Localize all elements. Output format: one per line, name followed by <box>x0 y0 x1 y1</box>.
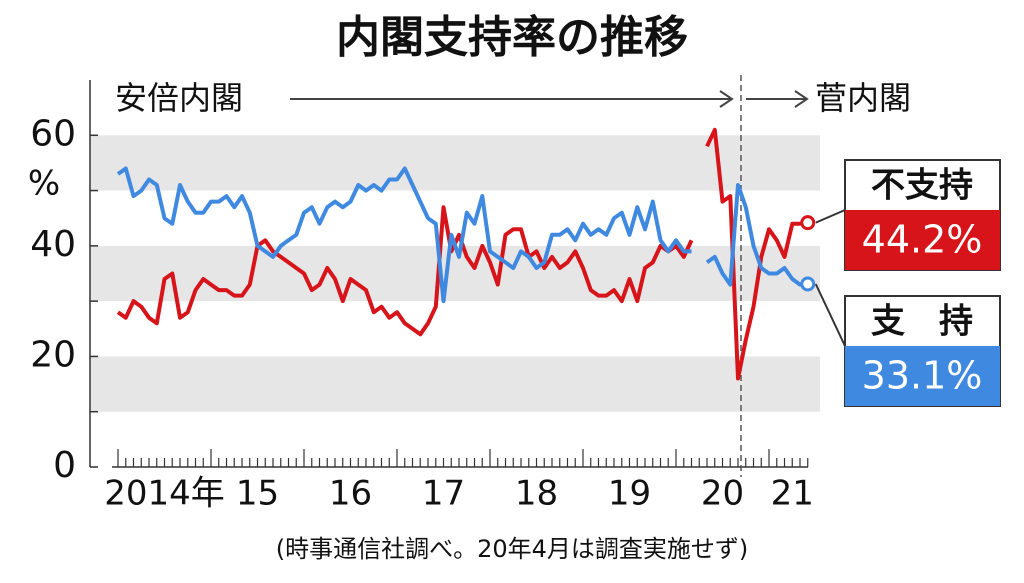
x-tick-label: 21 <box>771 474 814 514</box>
chart-title: 内閣支持率の推移 <box>336 12 688 63</box>
x-tick-label: 19 <box>608 474 651 514</box>
y-tick-label: 0 <box>53 445 76 486</box>
era-label: 安倍内閣 <box>115 79 243 117</box>
x-tick-label: 18 <box>515 474 558 514</box>
grid-band <box>90 356 820 412</box>
legend-value-box <box>845 210 1000 270</box>
era-label: 菅内閣 <box>815 79 911 117</box>
x-tick-label: 17 <box>422 474 465 514</box>
arrow-head <box>794 90 809 108</box>
y-unit: % <box>28 164 60 204</box>
y-tick-label: 20 <box>30 334 76 375</box>
leader <box>815 209 846 224</box>
grid-band <box>90 135 820 191</box>
legend-label: 不支持 <box>871 166 973 206</box>
x-tick-label: 2014年 <box>104 474 225 514</box>
legend-value-box <box>845 346 1000 406</box>
value-label: 33.1% <box>862 354 983 398</box>
x-tick-label: 20 <box>701 474 744 514</box>
note: (時事通信社調べ。20年4月は調査実施せず) <box>276 535 749 563</box>
leader <box>814 283 846 347</box>
legend-label: 支 持 <box>871 302 973 342</box>
value-label: 44.2% <box>862 218 983 262</box>
x-tick-label: 16 <box>329 474 372 514</box>
line <box>116 166 808 304</box>
end-point <box>800 276 816 292</box>
arrow-head <box>719 90 734 108</box>
end-point <box>800 215 816 231</box>
grid-band <box>90 245 820 302</box>
x-tick-label: 15 <box>236 474 279 514</box>
y-tick-label: 60 <box>30 113 76 154</box>
line <box>116 127 809 381</box>
y-tick-label: 40 <box>30 224 76 265</box>
